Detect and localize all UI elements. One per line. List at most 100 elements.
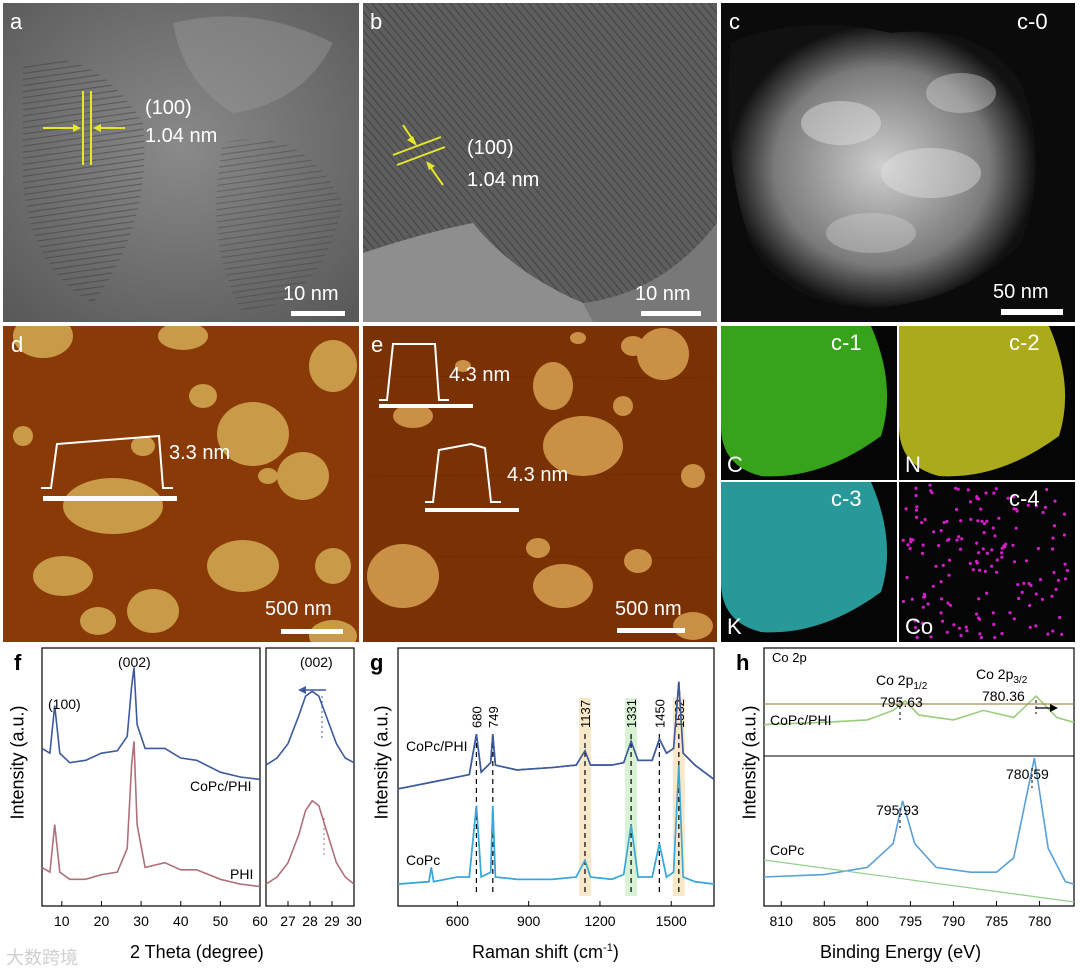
panel-h-top-right-value: 780.36 bbox=[982, 688, 1025, 704]
co-signal-dot bbox=[1034, 504, 1038, 508]
peak-label: 1137 bbox=[578, 700, 593, 728]
panel-e-graphic bbox=[363, 326, 717, 642]
co-signal-dot bbox=[956, 487, 960, 491]
panel-c2-element: N bbox=[905, 452, 921, 477]
co-signal-dot bbox=[974, 559, 979, 563]
co-signal-dot bbox=[931, 584, 935, 588]
series-line-phi bbox=[41, 741, 261, 888]
co-signal-dot bbox=[1063, 577, 1068, 581]
panel-a-letter: a bbox=[10, 9, 23, 34]
panel-b-graphic bbox=[363, 3, 717, 322]
co-signal-dot bbox=[990, 564, 994, 568]
tick-label-f-main: 60 bbox=[252, 913, 268, 929]
co-signal-dot bbox=[920, 621, 924, 625]
tick-label-f-main: 10 bbox=[54, 913, 70, 929]
tick-label-h: 795 bbox=[899, 913, 923, 929]
series-line-copc bbox=[397, 765, 715, 885]
co-signal-dot bbox=[978, 632, 982, 636]
tick-label-f-main: 30 bbox=[133, 913, 149, 929]
co-signal-dot bbox=[929, 635, 933, 639]
co-signal-dot bbox=[1051, 547, 1055, 551]
co-signal-dot bbox=[910, 597, 914, 601]
co-signal-dot bbox=[937, 544, 941, 548]
panel-a-plane-label: (100) bbox=[145, 97, 192, 119]
panel-c2-graphic bbox=[899, 326, 1066, 477]
tick-label-h: 810 bbox=[770, 913, 794, 929]
co-signal-dot bbox=[1016, 583, 1020, 587]
panel-g-xlabel-main: Raman shift (cm bbox=[472, 942, 604, 962]
co-signal-dot bbox=[1053, 499, 1057, 503]
co-signal-dot bbox=[1026, 503, 1030, 507]
co-signal-dot bbox=[983, 569, 987, 573]
co-signal-dot bbox=[952, 623, 956, 627]
panel-c1-graphic bbox=[721, 326, 888, 477]
panel-c0-graphic bbox=[721, 3, 1075, 322]
co-signal-dot bbox=[993, 635, 997, 640]
co-signal-dot bbox=[1036, 546, 1040, 551]
co-signal-dot bbox=[980, 519, 984, 523]
co-signal-dot bbox=[914, 486, 918, 490]
tick-label-f-main: 50 bbox=[213, 913, 229, 929]
co-signal-dot bbox=[992, 622, 996, 627]
co-signal-dot bbox=[1011, 543, 1015, 547]
panel-c4-tag: c-4 bbox=[1009, 486, 1040, 511]
co-signal-dot bbox=[1015, 509, 1019, 513]
co-signal-dot bbox=[957, 535, 961, 539]
panel-b-scale-label: 10 nm bbox=[635, 283, 691, 305]
co-signal-dot bbox=[969, 517, 973, 521]
panel-c0-scale-label: 50 nm bbox=[993, 281, 1049, 303]
peak-label: 1450 bbox=[652, 699, 667, 728]
panel-c3-potassium-map: c-3 K bbox=[721, 482, 897, 642]
panel-h-peak-label-12-sub: 1/2 bbox=[913, 680, 928, 692]
co-signal-dot bbox=[997, 516, 1001, 520]
panel-h-letter: h bbox=[736, 650, 750, 675]
co-signal-dot bbox=[1054, 587, 1058, 591]
co-signal-dot bbox=[1056, 578, 1060, 582]
panel-d-scale-label: 500 nm bbox=[265, 598, 332, 620]
co-signal-dot bbox=[990, 548, 994, 552]
panel-e-height-label-2: 4.3 nm bbox=[507, 464, 569, 486]
panel-d-afm-image: d 3.3 nm 500 nm bbox=[3, 326, 359, 642]
panel-f-xlabel: 2 Theta (degree) bbox=[130, 942, 264, 962]
co-signal-dot bbox=[960, 537, 964, 541]
panel-c2-tag: c-2 bbox=[1009, 330, 1040, 355]
co-signal-dot bbox=[941, 619, 945, 623]
tick-label-h: 780 bbox=[1028, 913, 1052, 929]
co-signal-dot bbox=[1063, 562, 1067, 566]
co-signal-dot bbox=[1052, 524, 1056, 528]
co-signal-dot bbox=[955, 538, 959, 542]
series-line-copc-phi bbox=[763, 694, 1075, 726]
tick-label-h: 800 bbox=[856, 913, 880, 929]
panel-b-plane-label: (100) bbox=[467, 137, 514, 159]
panel-h-bottom-left-value: 795.93 bbox=[876, 802, 919, 818]
co-signal-dot bbox=[1000, 555, 1004, 559]
panel-h-top-left-value: 795.63 bbox=[880, 694, 923, 710]
co-signal-dot bbox=[904, 507, 908, 511]
co-signal-dot bbox=[914, 508, 919, 512]
co-signal-dot bbox=[1040, 597, 1044, 601]
co-signal-dot bbox=[1012, 617, 1016, 621]
co-signal-dot bbox=[922, 592, 926, 596]
co-signal-dot bbox=[908, 546, 912, 551]
co-signal-dot bbox=[909, 540, 913, 544]
tick-label-g: 600 bbox=[446, 913, 470, 929]
plot-frame-f-main bbox=[41, 647, 261, 907]
panel-f-series-phi: PHI bbox=[230, 866, 254, 882]
co-signal-dot bbox=[1062, 512, 1067, 516]
co-signal-dot bbox=[994, 487, 998, 491]
panel-b-spacing-label: 1.04 nm bbox=[467, 169, 540, 191]
co-signal-dot bbox=[920, 521, 924, 525]
panel-g-xlabel: Raman shift (cm-1) bbox=[472, 942, 619, 963]
co-signal-dot bbox=[985, 519, 989, 523]
co-signal-dot bbox=[913, 626, 918, 630]
co-signal-dot bbox=[1065, 568, 1069, 573]
co-signal-dot bbox=[915, 505, 919, 509]
co-signal-dot bbox=[1028, 625, 1032, 629]
co-signal-dot bbox=[1004, 542, 1008, 546]
co-signal-dot bbox=[1043, 505, 1047, 509]
panel-c-letter: c bbox=[729, 9, 740, 34]
peak-label: 749 bbox=[486, 706, 501, 728]
baseline-bottom bbox=[763, 859, 1075, 903]
co-signal-dot bbox=[1051, 536, 1055, 540]
